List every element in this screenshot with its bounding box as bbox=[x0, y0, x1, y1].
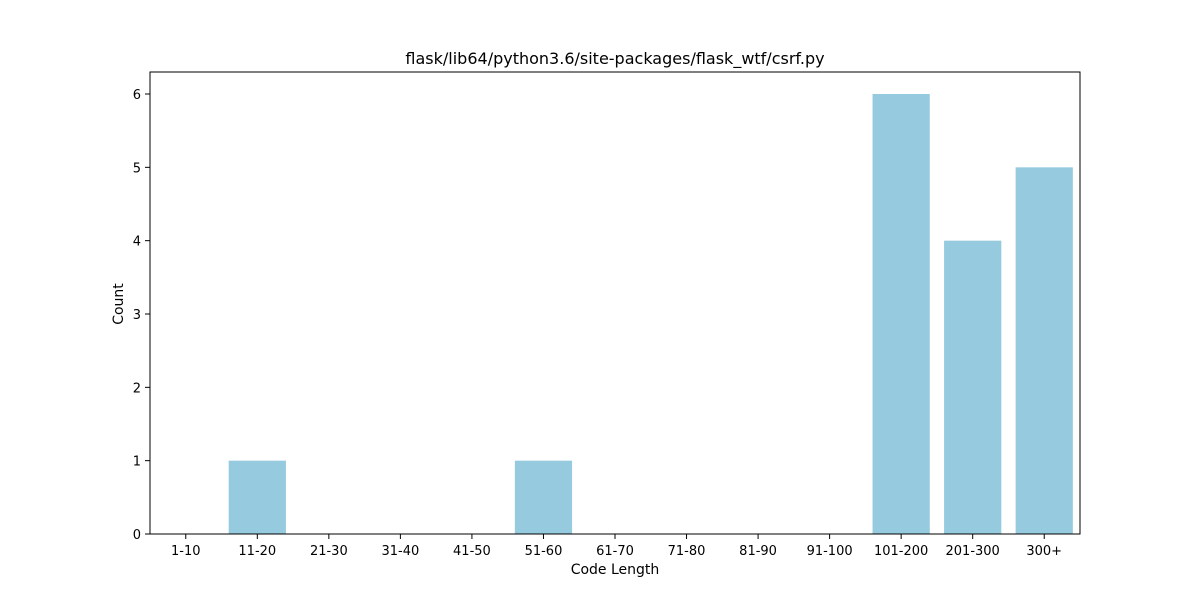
x-tick-label: 51-60 bbox=[525, 544, 563, 559]
x-tick-label: 61-70 bbox=[596, 544, 634, 559]
x-tick-label: 1-10 bbox=[171, 544, 201, 559]
x-tick-label: 201-300 bbox=[946, 544, 1000, 559]
y-tick-label: 0 bbox=[133, 528, 141, 543]
chart-title: flask/lib64/python3.6/site-packages/flas… bbox=[405, 49, 824, 69]
x-tick-label: 41-50 bbox=[453, 544, 491, 559]
bar-11-20 bbox=[228, 460, 286, 534]
x-tick-label: 31-40 bbox=[381, 544, 419, 559]
x-tick-label: 81-90 bbox=[739, 544, 777, 559]
bar-201-300 bbox=[944, 240, 1002, 534]
x-axis-label: Code Length bbox=[571, 562, 660, 578]
y-axis-ticks: 0 1 2 3 4 5 6 bbox=[133, 88, 150, 543]
x-tick-label: 11-20 bbox=[238, 544, 276, 559]
bars-group bbox=[228, 94, 1073, 535]
y-tick-label: 6 bbox=[133, 88, 141, 103]
y-tick-label: 2 bbox=[133, 381, 141, 396]
plot-area-frame bbox=[149, 71, 1081, 535]
x-tick-label: 300+ bbox=[1026, 544, 1062, 559]
bar-51-60 bbox=[514, 460, 573, 534]
x-axis-ticks: 1-10 11-20 21-30 31-40 41-50 51-60 61-70 71-80 8… bbox=[171, 534, 1062, 559]
y-axis-label: Count bbox=[111, 283, 127, 325]
bar-300+ bbox=[1015, 167, 1073, 535]
x-tick-label: 71-80 bbox=[668, 544, 706, 559]
bar-101-200 bbox=[872, 94, 930, 534]
y-tick-label: 3 bbox=[133, 308, 141, 323]
x-tick-label: 91-100 bbox=[807, 544, 853, 559]
y-tick-label: 5 bbox=[133, 161, 141, 176]
y-tick-label: 4 bbox=[133, 235, 141, 250]
x-tick-label: 21-30 bbox=[310, 544, 348, 559]
y-tick-label: 1 bbox=[133, 455, 141, 470]
x-tick-label: 101-200 bbox=[874, 544, 928, 559]
